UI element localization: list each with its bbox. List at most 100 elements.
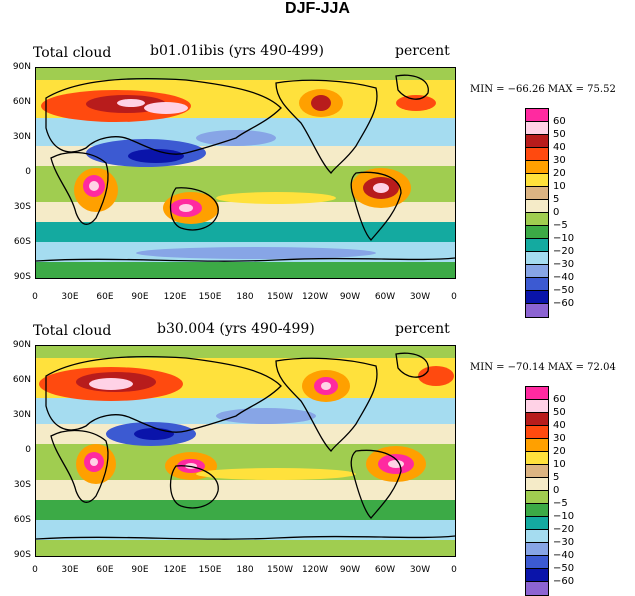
field-blob <box>128 149 184 163</box>
panel1-colorbar <box>525 108 549 318</box>
panel2-lat-90s: 90S <box>13 550 31 560</box>
colorbar-label: 50 <box>553 407 566 418</box>
panel1-lat-30s: 30S <box>13 202 31 212</box>
colorbar-box <box>526 426 548 439</box>
colorbar-box <box>526 291 548 304</box>
colorbar-box <box>526 543 548 556</box>
colorbar-label: 60 <box>553 394 566 405</box>
field-blob <box>117 99 145 107</box>
panel1-map <box>35 67 456 279</box>
colorbar-label: 30 <box>553 155 566 166</box>
panel1-contour-field <box>36 68 455 278</box>
panel2-min-max: MIN = −70.14 MAX = 72.04 <box>470 362 616 373</box>
panel1-lat-30n: 30N <box>12 132 31 142</box>
panel1-case-label: b01.01ibis (yrs 490-499) <box>150 43 324 59</box>
colorbar-box <box>526 226 548 239</box>
colorbar-label: −20 <box>553 246 575 257</box>
colorbar-box <box>526 161 548 174</box>
panel1-lon-30e: 30E <box>61 292 79 302</box>
panel2-lon-180: 180 <box>236 565 254 575</box>
colorbar-box <box>526 387 548 400</box>
colorbar-box <box>526 278 548 291</box>
figure-title: DJF-JJA <box>285 0 350 17</box>
colorbar-label: −5 <box>553 220 568 231</box>
field-band <box>36 346 455 358</box>
panel1-lon-90e: 90E <box>131 292 149 302</box>
colorbar-label: 20 <box>553 168 566 179</box>
field-blob <box>136 247 376 259</box>
colorbar-box <box>526 200 548 213</box>
field-blob <box>311 95 331 111</box>
panel2-lon-150w: 150W <box>266 565 294 575</box>
panel2-lon-90e: 90E <box>131 565 149 575</box>
panel1-lon-120e: 120E <box>163 292 187 302</box>
panel2-lat-90n: 90N <box>12 340 31 350</box>
field-blob <box>89 378 133 390</box>
colorbar-box <box>526 265 548 278</box>
colorbar-box <box>526 517 548 530</box>
coastlines <box>36 74 455 262</box>
colorbar-label: −60 <box>553 298 575 309</box>
panel1-units-label: percent <box>395 43 450 59</box>
colorbar-box <box>526 135 548 148</box>
panel1-lon-150w: 150W <box>266 292 294 302</box>
colorbar-label: 40 <box>553 142 566 153</box>
field-blob <box>373 183 389 193</box>
colorbar-label: −10 <box>553 233 575 244</box>
colorbar-label: 10 <box>553 459 566 470</box>
colorbar-label: 30 <box>553 433 566 444</box>
panel2-lon-150e: 150E <box>198 565 222 575</box>
colorbar-box <box>526 213 548 226</box>
panel1-lon-180: 180 <box>236 292 254 302</box>
field-band <box>36 424 455 444</box>
panel1-lat-0: 0 <box>25 167 31 177</box>
colorbar-label: 60 <box>553 116 566 127</box>
field-blob <box>90 458 98 466</box>
field-blob <box>388 460 404 468</box>
panel2-lon-60w: 60W <box>374 565 396 575</box>
colorbar-box <box>526 478 548 491</box>
panel2-lon-120w: 120W <box>301 565 329 575</box>
panel2-map <box>35 345 456 557</box>
colorbar-label: −30 <box>553 259 575 270</box>
panel2-variable-label: Total cloud <box>33 323 112 339</box>
panel1-lon-60e: 60E <box>96 292 114 302</box>
panel2-lon-0: 0 <box>32 565 38 575</box>
colorbar-label: −10 <box>553 511 575 522</box>
panel1-lon-90w: 90W <box>339 292 361 302</box>
panel2-lon-30e: 30E <box>61 565 79 575</box>
colorbar-box <box>526 148 548 161</box>
colorbar-box <box>526 556 548 569</box>
field-band <box>36 520 455 540</box>
colorbar-label: 40 <box>553 420 566 431</box>
colorbar-box <box>526 109 548 122</box>
colorbar-label: −20 <box>553 524 575 535</box>
colorbar-box <box>526 582 548 595</box>
panel1-lon-150e: 150E <box>198 292 222 302</box>
panel1-lat-60s: 60S <box>13 237 31 247</box>
colorbar-box <box>526 530 548 543</box>
panel2-lat-60s: 60S <box>13 515 31 525</box>
field-blob <box>216 192 336 204</box>
panel1-lon-0: 0 <box>32 292 38 302</box>
field-blob <box>89 181 99 191</box>
panel1-min-max: MIN = −66.26 MAX = 75.52 <box>470 84 616 95</box>
field-blob <box>396 95 436 111</box>
field-blob <box>418 366 454 386</box>
panel2-lat-30n: 30N <box>12 410 31 420</box>
panel1-lat-60n: 60N <box>12 97 31 107</box>
panel1-lat-90s: 90S <box>13 272 31 282</box>
field-blob <box>196 468 356 480</box>
colorbar-box <box>526 465 548 478</box>
colorbar-box <box>526 304 548 317</box>
colorbar-label: −30 <box>553 537 575 548</box>
panel2-contour-field <box>36 346 455 556</box>
colorbar-label: 10 <box>553 181 566 192</box>
field-blob <box>144 102 188 114</box>
panel2-lon-90w: 90W <box>339 565 361 575</box>
colorbar-label: 0 <box>553 485 560 496</box>
field-band <box>36 202 455 222</box>
panel1-lon-0-end: 0 <box>451 292 457 302</box>
coastlines <box>36 352 455 540</box>
colorbar-box <box>526 187 548 200</box>
